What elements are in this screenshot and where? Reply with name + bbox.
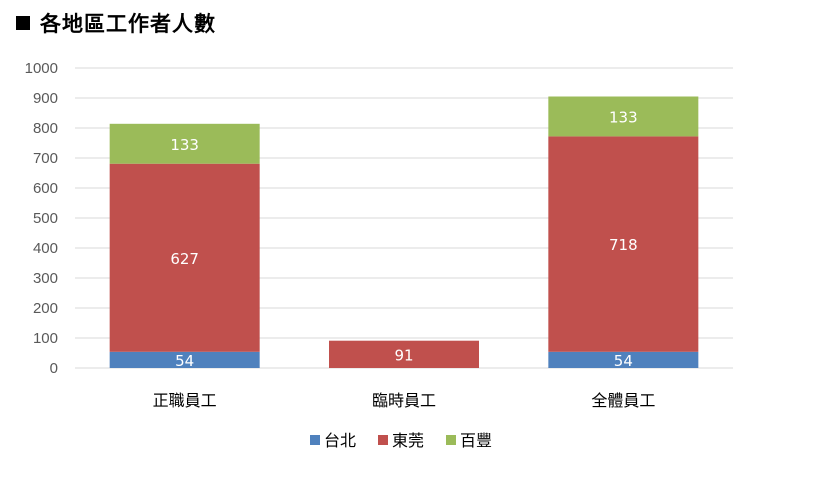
data-label-2-2: 133 — [609, 108, 638, 126]
bar-2-0 — [548, 351, 699, 368]
x-category-label-2: 全體員工 — [591, 391, 655, 410]
bar-0-1 — [109, 163, 260, 352]
y-tick-label-4: 400 — [33, 240, 58, 257]
y-tick-label-2: 200 — [33, 300, 58, 317]
y-tick-label-9: 900 — [33, 90, 58, 107]
data-label-0-2: 133 — [170, 136, 199, 154]
y-tick-label-8: 800 — [33, 120, 58, 137]
legend-label-1: 東莞 — [392, 431, 424, 450]
legend-swatch-1 — [378, 435, 388, 445]
title-square-icon — [16, 16, 30, 30]
data-label-0-1: 627 — [170, 250, 199, 268]
legend-swatch-0 — [310, 435, 320, 445]
bar-2-2 — [548, 96, 699, 137]
bar-2-1 — [548, 136, 699, 352]
data-label-2-1: 718 — [609, 236, 638, 254]
y-tick-label-6: 600 — [33, 180, 58, 197]
legend-label-0: 台北 — [324, 431, 356, 450]
chart-title: 各地區工作者人數 — [40, 12, 216, 36]
bar-1-1 — [329, 340, 479, 368]
chart-title-wrap: 各地區工作者人數 — [16, 8, 216, 38]
x-category-label-0: 正職員工 — [153, 391, 217, 410]
legend-swatch-2 — [446, 435, 456, 445]
data-label-1-1: 91 — [394, 346, 413, 364]
y-tick-label-1: 100 — [33, 330, 58, 347]
x-category-label-1: 臨時員工 — [372, 391, 436, 410]
y-tick-label-5: 500 — [33, 210, 58, 227]
y-tick-label-3: 300 — [33, 270, 58, 287]
y-tick-label-7: 700 — [33, 150, 58, 167]
y-tick-label-0: 0 — [50, 360, 58, 377]
y-tick-label-10: 1000 — [25, 60, 58, 77]
bar-0-2 — [109, 123, 260, 164]
bar-0-0 — [109, 351, 260, 368]
legend-label-2: 百豐 — [460, 431, 492, 450]
data-label-2-0: 54 — [614, 352, 633, 370]
data-label-0-0: 54 — [175, 352, 194, 370]
